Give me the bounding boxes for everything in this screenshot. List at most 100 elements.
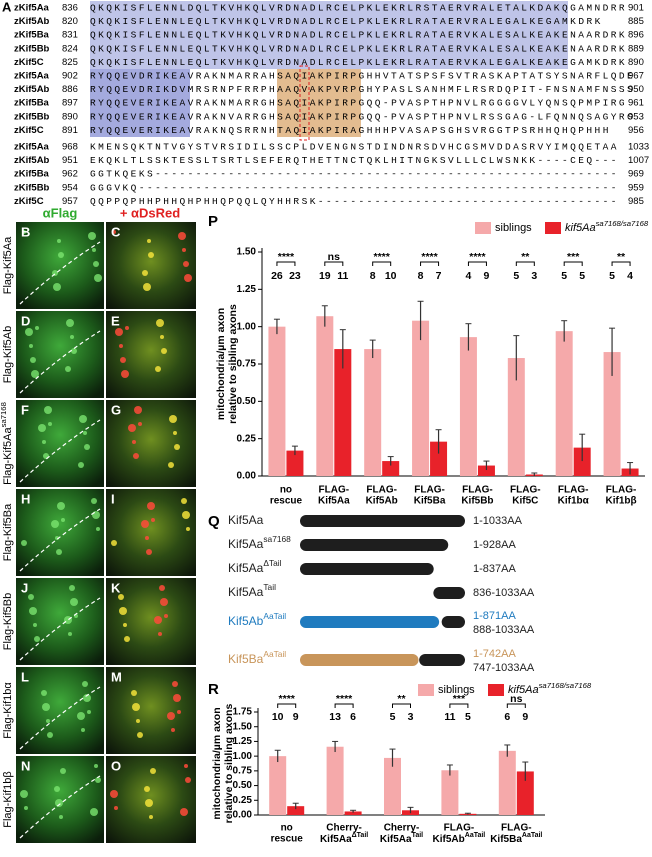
- sample-size: 7: [436, 270, 442, 282]
- sample-size: 5: [513, 270, 519, 282]
- y-tick-label: 1.00: [237, 321, 257, 332]
- sample-size: 9: [293, 711, 299, 723]
- significance-label: ****: [336, 693, 353, 705]
- signal-spot: [141, 520, 149, 528]
- x-tick-label-sup: AaTail: [465, 832, 486, 839]
- y-tick-label: 0.25: [233, 795, 253, 806]
- signal-spot: [143, 283, 151, 291]
- x-tick-label: Kif5BaAaTail: [490, 832, 542, 844]
- panel-letter: H: [21, 491, 30, 506]
- significance-label: ***: [567, 251, 580, 263]
- signal-spot: [53, 283, 61, 291]
- signal-spot: [161, 348, 167, 354]
- bar: [412, 320, 430, 476]
- signal-spot: [93, 261, 99, 267]
- signal-spot: [48, 422, 52, 426]
- alignment-shading: [277, 69, 361, 137]
- y-tick-label: 0.75: [237, 359, 257, 370]
- sequence: RYQQEVDRIKDVMRSRNPFRRPHAAQVAKPVRPGHYPASL…: [90, 84, 633, 95]
- axon-boundary: [19, 775, 101, 839]
- signal-spot: [132, 703, 140, 711]
- signal-spot: [181, 498, 187, 504]
- bar: [364, 349, 382, 476]
- bar: [430, 441, 448, 476]
- panel-letter: N: [21, 758, 30, 773]
- signal-spot: [25, 328, 33, 336]
- signal-spot: [138, 422, 142, 426]
- signal-spot: [28, 594, 34, 600]
- sample-size: 6: [350, 711, 356, 723]
- sequence: RYQQEVDRIKEAVRAKNMARRAHSAQIAKPIRPGHHVTAT…: [90, 71, 633, 82]
- signal-spot: [160, 598, 168, 606]
- significance-bracket: [324, 261, 344, 266]
- sample-size: 23: [289, 270, 301, 282]
- panel-letter: R: [208, 681, 219, 698]
- signal-spot: [137, 732, 143, 738]
- legend-label: siblings: [495, 222, 532, 234]
- signal-spot: [145, 536, 149, 540]
- construct-name-main: Kif5Ba: [228, 652, 264, 666]
- x-tick-label-main: Kif5Ab: [433, 834, 465, 845]
- significance-bracket: [515, 261, 535, 266]
- signal-spot: [144, 786, 150, 792]
- row-label: Flag-Kif5Bb: [2, 593, 14, 650]
- signal-spot: [41, 690, 47, 696]
- row-label-sup: sa7168: [0, 402, 8, 427]
- sequence-name: zKif5C: [14, 196, 44, 207]
- sequence-start: 825: [62, 57, 78, 68]
- legend-swatch: [545, 222, 561, 234]
- signal-spot: [164, 614, 168, 618]
- column-title: αFlag: [43, 205, 78, 220]
- micrograph: [106, 667, 196, 754]
- sequence: GGTKQEKS--------------------------------…: [90, 169, 617, 180]
- significance-bracket: [420, 261, 440, 266]
- signal-spot: [96, 527, 100, 531]
- x-tick-label-main: Kif5Ba: [490, 834, 522, 845]
- x-tick-label: FLAG-: [414, 485, 445, 496]
- bar: [384, 757, 401, 815]
- significance-bracket: [276, 261, 296, 266]
- bar: [344, 811, 362, 815]
- signal-spot: [38, 424, 46, 432]
- signal-spot: [172, 681, 178, 687]
- sequence: QQPPQPHHPHHQHPHHQPQQLQYHHRSK------------…: [90, 196, 617, 207]
- signal-spot: [24, 806, 28, 810]
- construct-name-sup: Tail: [263, 582, 276, 592]
- bar: [269, 756, 287, 815]
- micrograph: [106, 578, 196, 665]
- signal-spot: [79, 415, 87, 423]
- sequence-end: 959: [628, 182, 644, 193]
- signal-spot: [57, 239, 61, 243]
- sample-size: 5: [609, 270, 615, 282]
- signal-spot: [61, 518, 65, 522]
- signal-spot: [34, 636, 40, 642]
- sequence-end: 901: [628, 3, 644, 14]
- x-tick-label: FLAG-: [606, 485, 637, 496]
- signal-spot: [173, 431, 177, 435]
- x-tick-label: Kif5C: [512, 496, 538, 507]
- signal-spot: [82, 681, 88, 687]
- signal-spot: [78, 462, 84, 468]
- x-tick-label: Kif5AaTail: [380, 832, 423, 844]
- construct-name: Kif5AaTail: [228, 582, 276, 599]
- construct-name: Kif5AaΔTail: [228, 558, 282, 575]
- signal-spot: [119, 607, 127, 615]
- y-tick-label: 1.50: [233, 721, 253, 732]
- x-tick-label: FLAG-: [462, 485, 493, 496]
- legend-swatch: [418, 684, 434, 696]
- bar: [507, 358, 525, 476]
- signal-spot: [77, 712, 85, 720]
- x-tick-label: Kif5AaΔTail: [320, 832, 368, 844]
- construct-name-main: Kif5Ab: [228, 614, 264, 628]
- sequence-start: 820: [62, 16, 78, 27]
- construct-bar: [300, 563, 434, 575]
- sequence-name: zKif5Aa: [14, 142, 50, 153]
- signal-spot: [123, 623, 127, 627]
- signal-spot: [147, 502, 155, 510]
- signal-spot: [20, 790, 28, 798]
- legend-label-main: kif5Aa: [508, 684, 539, 696]
- construct-bar: [300, 539, 449, 551]
- y-tick-label: 1.50: [237, 247, 257, 258]
- sample-size: 10: [385, 270, 397, 282]
- y-tick-label: 1.25: [237, 284, 257, 295]
